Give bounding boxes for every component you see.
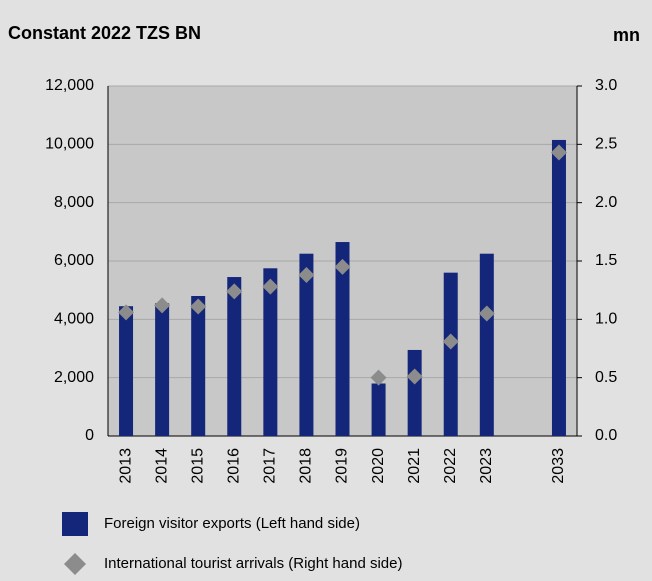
- y2-tick-label: 2.0: [595, 194, 617, 211]
- diamond-marker: [190, 298, 207, 315]
- y-tick-label: 0: [85, 427, 94, 444]
- x-tick-label: 2017: [262, 448, 279, 484]
- diamond-marker: [478, 305, 495, 322]
- diamond-marker: [370, 369, 387, 386]
- legend-swatch: [62, 512, 88, 536]
- bar: [155, 303, 170, 436]
- y-tick-label: 12,000: [45, 77, 94, 94]
- x-tick-label: 2016: [225, 448, 242, 484]
- diamond-marker: [550, 144, 567, 161]
- y-tick-label: 6,000: [54, 252, 94, 269]
- x-tick-label: 2033: [550, 448, 567, 484]
- x-tick-label: 2022: [442, 448, 459, 484]
- x-tick-label: 2013: [117, 448, 134, 484]
- y2-axis-label: mn: [613, 25, 640, 45]
- bar: [407, 349, 422, 436]
- legend-swatch: [64, 553, 86, 575]
- y-tick-label: 8,000: [54, 194, 94, 211]
- bar: [227, 277, 242, 436]
- y2-tick-label: 0.5: [595, 369, 617, 386]
- bar: [299, 253, 314, 436]
- diamond-marker: [118, 304, 135, 321]
- x-tick-label: 2020: [370, 448, 387, 484]
- y2-tick-label: 3.0: [595, 77, 617, 94]
- x-tick-label: 2021: [406, 448, 423, 484]
- bar: [263, 268, 278, 436]
- bar: [335, 242, 350, 436]
- legend-label: Foreign visitor exports (Left hand side): [104, 515, 360, 532]
- diamond-marker: [154, 297, 171, 314]
- bar: [551, 139, 566, 437]
- diamond-marker: [442, 333, 459, 350]
- y-tick-label: 4,000: [54, 311, 94, 328]
- diamond-marker: [262, 278, 279, 295]
- x-tick-label: 2014: [153, 448, 170, 484]
- y2-tick-label: 1.5: [595, 252, 617, 269]
- y2-tick-label: 1.0: [595, 311, 617, 328]
- y-tick-label: 10,000: [45, 136, 94, 153]
- bar: [371, 383, 386, 436]
- diamond-marker: [226, 283, 243, 300]
- bar: [119, 306, 134, 436]
- y-tick-label: 2,000: [54, 369, 94, 386]
- bar: [191, 296, 206, 436]
- x-tick-label: 2019: [334, 448, 351, 484]
- diamond-marker: [298, 267, 315, 283]
- chart-title: Constant 2022 TZS BN: [8, 23, 201, 43]
- diamond-marker: [334, 258, 351, 275]
- legend-label: International tourist arrivals (Right ha…: [104, 555, 402, 572]
- bar: [443, 272, 458, 436]
- bar: [479, 253, 494, 436]
- x-tick-label: 2015: [189, 448, 206, 484]
- x-tick-label: 2023: [478, 448, 495, 484]
- y2-tick-label: 0.0: [595, 427, 617, 444]
- x-tick-label: 2018: [298, 448, 315, 484]
- y2-tick-label: 2.5: [595, 136, 617, 153]
- diamond-marker: [406, 368, 423, 385]
